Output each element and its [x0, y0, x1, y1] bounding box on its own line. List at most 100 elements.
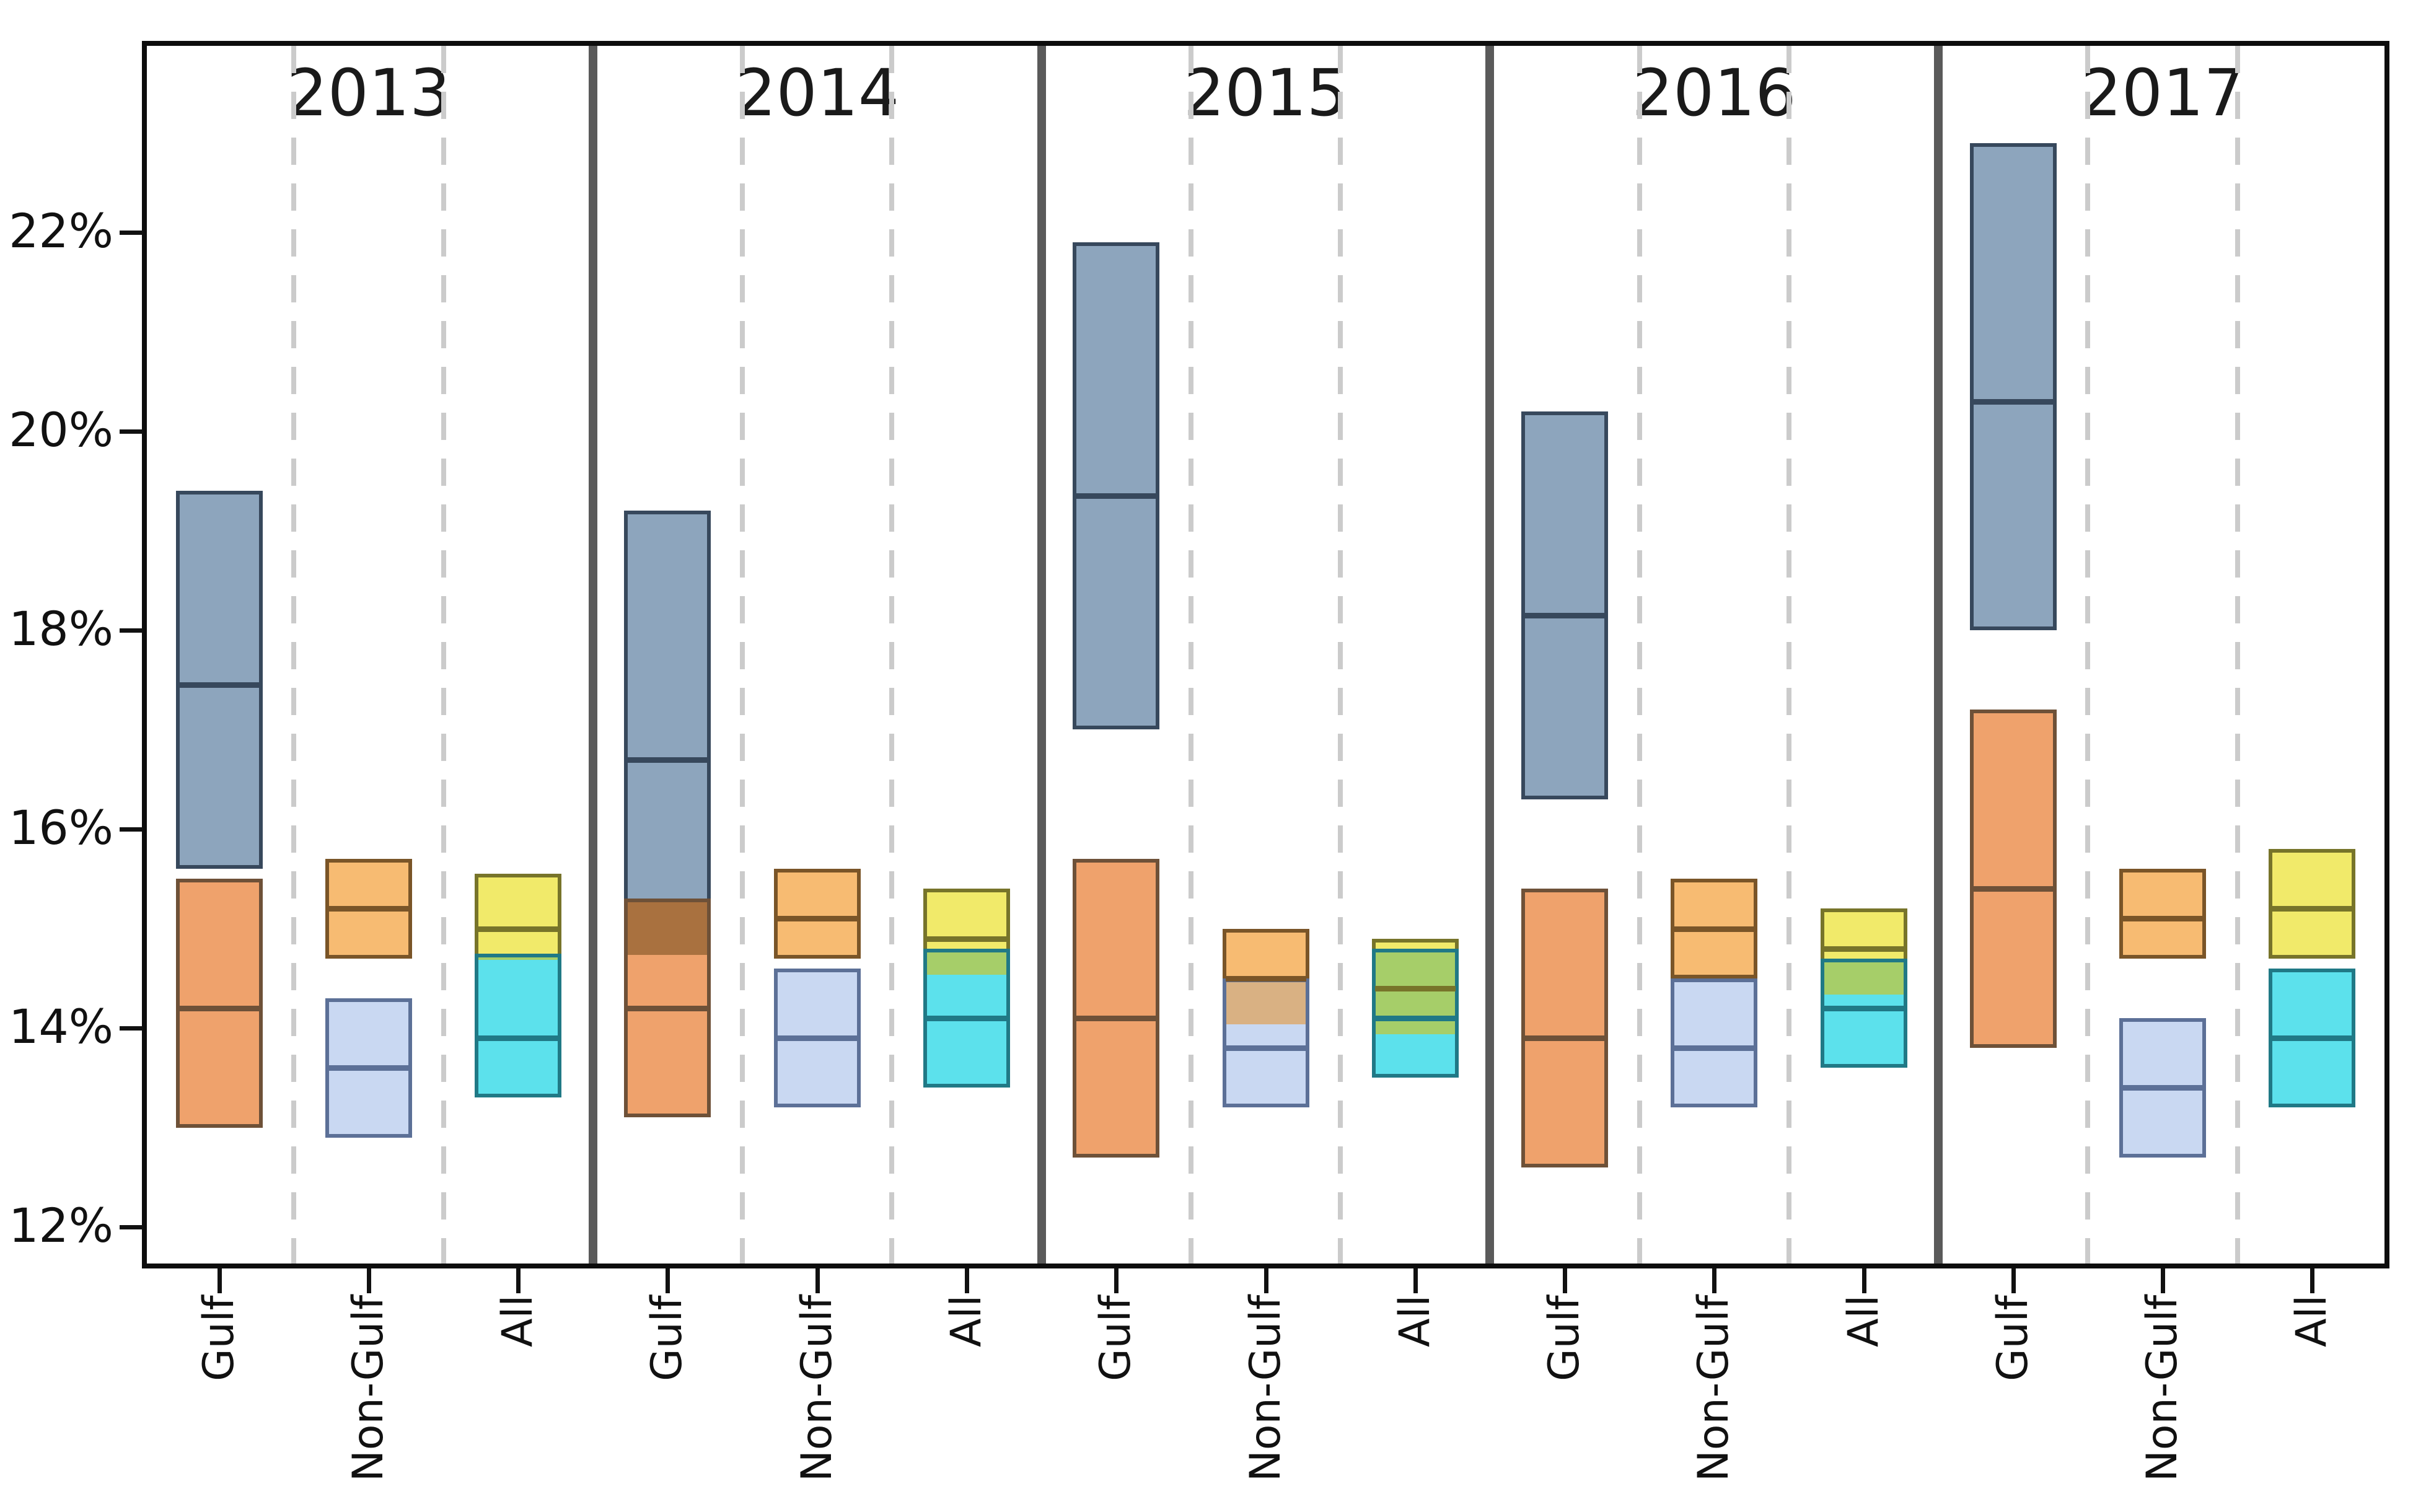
x-tick-mark [1712, 1268, 1717, 1293]
category-divider [1637, 46, 1642, 1264]
all-overlap-band [1824, 962, 1904, 995]
non-gulf-lower-median [1674, 1045, 1755, 1052]
x-tick-mark [1114, 1268, 1119, 1293]
x-tick-mark [217, 1268, 222, 1293]
panel-separator [1037, 46, 1046, 1264]
x-category-label: All [1390, 1294, 1439, 1347]
non-gulf-lower-box [1671, 978, 1758, 1108]
y-tick-mark [120, 827, 143, 832]
x-category-label: Gulf [1988, 1295, 2037, 1381]
year-title: 2015 [1184, 55, 1348, 131]
x-tick-mark [1264, 1268, 1268, 1293]
y-tick-label: 12% [9, 1198, 113, 1253]
year-title: 2017 [2080, 55, 2245, 131]
x-category-label: Gulf [194, 1295, 244, 1381]
all-upper-box [2269, 849, 2356, 959]
panel-separator [588, 46, 597, 1264]
category-divider [441, 46, 446, 1264]
category-divider [2235, 46, 2240, 1264]
x-category-label: Non-Gulf [1689, 1294, 1739, 1482]
y-tick-mark [120, 1026, 143, 1031]
x-category-label: All [493, 1294, 543, 1347]
gulf-lower-box [1969, 710, 2057, 1048]
y-tick-label: 22% [9, 203, 113, 258]
gulf-lower-median [627, 1005, 708, 1011]
category-divider [889, 46, 895, 1264]
all-lower-median [926, 1015, 1007, 1021]
x-tick-mark [666, 1268, 670, 1293]
x-tick-mark [815, 1268, 820, 1293]
y-tick-mark [120, 231, 143, 235]
all-upper-box [475, 874, 562, 964]
gulf-lower-box [1521, 889, 1609, 1167]
non-gulf-upper-box [2119, 869, 2207, 959]
x-tick-mark [1563, 1268, 1568, 1293]
x-tick-mark [2310, 1268, 2315, 1293]
y-tick-mark [120, 1225, 143, 1229]
gulf-lower-box [175, 879, 263, 1128]
x-tick-mark [1413, 1268, 1418, 1293]
x-category-label: All [2287, 1294, 2337, 1347]
y-tick-mark [120, 429, 143, 434]
x-category-label: Non-Gulf [792, 1294, 842, 1482]
x-category-label: Gulf [643, 1295, 692, 1381]
y-tick-label: 14% [9, 999, 113, 1054]
all-overlap-band [478, 957, 558, 960]
panel-separator [1485, 46, 1495, 1264]
gulf-upper-box [1073, 242, 1160, 730]
x-category-label: All [1839, 1294, 1888, 1347]
x-tick-mark [516, 1268, 521, 1293]
gulf-upper-box [175, 491, 263, 869]
non-gulf-lower-median [328, 1065, 409, 1071]
non-gulf-upper-median [776, 916, 858, 922]
non-gulf-upper-box [773, 869, 861, 959]
y-tick-label: 20% [9, 402, 113, 457]
x-category-label: Non-Gulf [2138, 1294, 2187, 1482]
gulf-upper-median [1524, 612, 1606, 618]
category-divider [1786, 46, 1791, 1264]
all-lower-median [1374, 1015, 1456, 1021]
non-gulf-lower-median [1225, 1045, 1306, 1052]
panel-separator [1934, 46, 1943, 1264]
all-lower-median [1823, 1005, 1904, 1011]
x-tick-mark [1861, 1268, 1866, 1293]
y-tick-label: 18% [9, 601, 113, 656]
x-tick-mark [2161, 1268, 2166, 1293]
category-divider [1188, 46, 1193, 1264]
gulf-lower-median [1524, 1035, 1606, 1042]
x-tick-mark [964, 1268, 969, 1293]
gulf-lower-box [1073, 859, 1160, 1158]
year-title: 2013 [286, 55, 451, 131]
gulf-upper-median [627, 757, 708, 763]
all-upper-median [926, 936, 1007, 942]
x-category-label: Non-Gulf [343, 1294, 393, 1482]
gulf-upper-median [178, 682, 260, 688]
all-upper-median [1374, 985, 1456, 991]
gulf-lower-median [178, 1005, 260, 1011]
gulf-overlap-band [628, 902, 708, 955]
x-category-label: Gulf [1091, 1295, 1141, 1381]
non-gulf-lower-median [776, 1035, 858, 1042]
all-lower-median [2272, 1035, 2353, 1042]
non-gulf-upper-median [1225, 975, 1306, 982]
all-upper-median [2272, 906, 2353, 912]
x-tick-mark [366, 1268, 371, 1293]
non-gulf-upper-median [1674, 926, 1755, 932]
all-lower-median [478, 1035, 559, 1042]
non-gulf-upper-median [328, 906, 409, 912]
gulf-upper-box [1969, 143, 2057, 630]
y-tick-mark [120, 628, 143, 633]
all-overlap-band [1375, 952, 1455, 1035]
x-category-label: Non-Gulf [1241, 1294, 1290, 1482]
gulf-upper-box [624, 511, 711, 959]
non-gulf-upper-median [2122, 916, 2204, 922]
all-overlap-band [926, 952, 1006, 975]
y-tick-label: 16% [9, 800, 113, 855]
category-divider [740, 46, 745, 1264]
gulf-lower-median [1972, 886, 2054, 892]
gulf-upper-median [1972, 398, 2054, 405]
year-title: 2016 [1632, 55, 1796, 131]
non-gulf-overlap-band [1226, 982, 1306, 1024]
category-divider [1338, 46, 1343, 1264]
